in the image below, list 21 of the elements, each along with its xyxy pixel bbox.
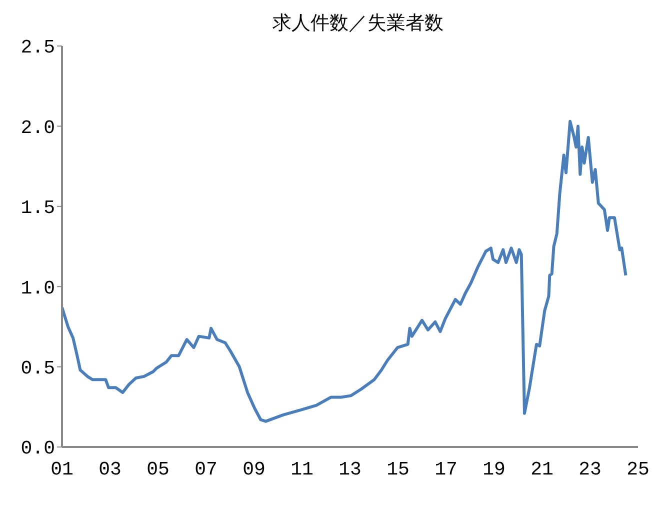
x-tick-label: 15	[386, 458, 410, 480]
x-tick-label: 13	[338, 458, 362, 480]
y-tick-label: 2.0	[20, 116, 55, 139]
x-tick-label: 17	[434, 458, 458, 480]
y-tick-label: 0.5	[20, 358, 55, 380]
x-tick-label: 07	[194, 458, 218, 480]
y-tick-label: 1.5	[20, 197, 55, 220]
x-tick-label: 11	[290, 458, 314, 480]
x-tick-label: 01	[50, 458, 74, 480]
x-tick-label: 21	[530, 458, 554, 480]
x-tick-label: 03	[98, 458, 122, 480]
x-tick-label: 19	[482, 458, 506, 480]
x-tick-label: 25	[626, 458, 650, 480]
line-series	[62, 120, 628, 423]
x-tick-label: 23	[578, 458, 602, 480]
y-tick-label: 1.0	[20, 277, 55, 300]
x-tick-label: 05	[146, 458, 170, 480]
chart-title: 求人件数／失業者数	[272, 12, 444, 36]
x-tick-label: 09	[242, 458, 266, 480]
y-tick-label: 0.0	[20, 438, 55, 460]
y-tick-label: 2.5	[20, 36, 55, 59]
